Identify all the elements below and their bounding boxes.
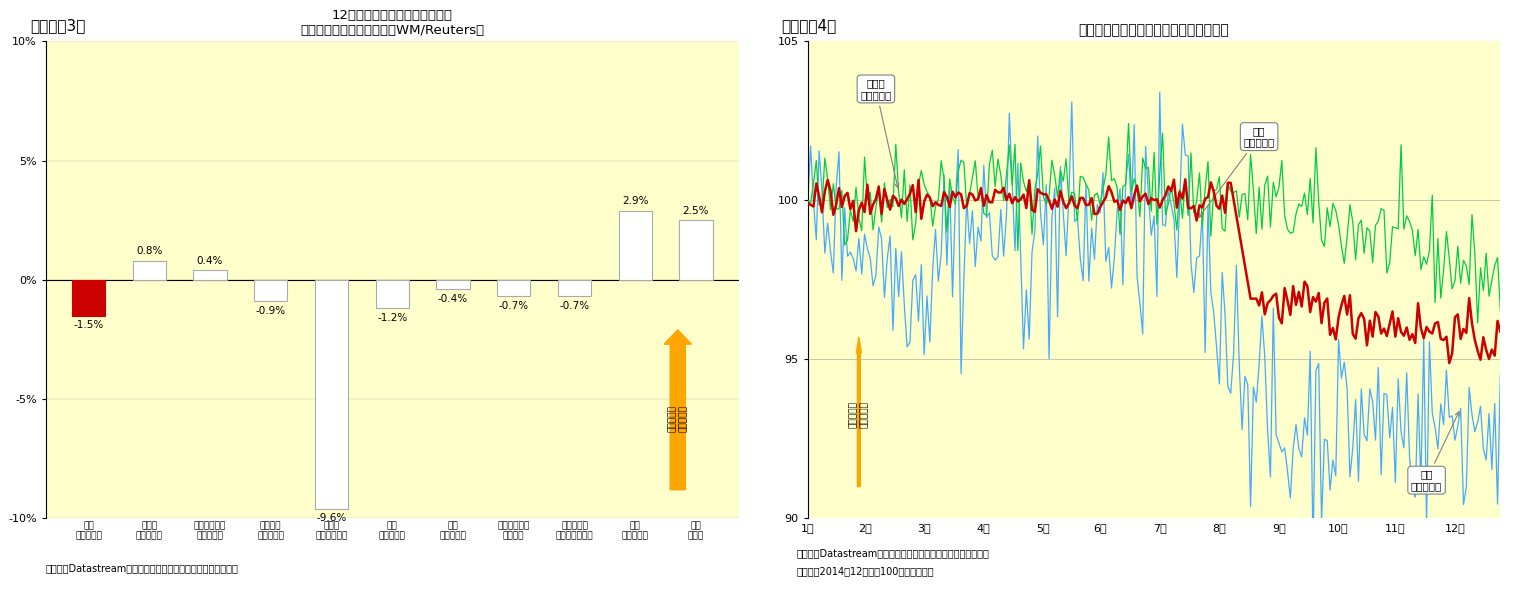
Bar — [375, 280, 409, 309]
Text: 韓国
（ウォン）: 韓国 （ウォン） — [1412, 412, 1459, 491]
Bar — [72, 280, 106, 316]
Text: 2.9%: 2.9% — [622, 196, 649, 206]
FancyArrow shape — [664, 330, 692, 489]
Text: （資料）Datastreamのデータを元にニッセイ基礎研究所で作成: （資料）Datastreamのデータを元にニッセイ基礎研究所で作成 — [796, 548, 989, 558]
Text: インド
（ルピー）: インド （ルピー） — [860, 78, 899, 188]
Bar — [680, 220, 713, 280]
Bar — [133, 261, 165, 280]
Text: （図表－4）: （図表－4） — [781, 18, 836, 32]
Text: （図表－3）: （図表－3） — [31, 18, 86, 32]
Bar — [193, 270, 227, 280]
Text: -0.7%: -0.7% — [559, 301, 589, 311]
Bar — [619, 211, 652, 280]
Text: 2.5%: 2.5% — [683, 206, 709, 216]
FancyArrow shape — [856, 337, 862, 487]
Text: -9.6%: -9.6% — [317, 513, 346, 523]
Text: -0.4%: -0.4% — [438, 293, 468, 303]
Text: 自国通貨高
（ドル安）: 自国通貨高 （ドル安） — [850, 402, 868, 428]
Bar — [498, 280, 530, 296]
Text: 0.4%: 0.4% — [197, 256, 224, 266]
Text: 中国
（人民元）: 中国 （人民元） — [1199, 126, 1275, 217]
Text: （注）　2014年12月末＝100として指数化: （注） 2014年12月末＝100として指数化 — [796, 566, 934, 576]
Bar — [254, 280, 288, 301]
Text: -0.9%: -0.9% — [256, 306, 286, 316]
Title: 12月の主要新興国通貨の変化率
（対米国ドル、前月末比、WM/Reuters）: 12月の主要新興国通貨の変化率 （対米国ドル、前月末比、WM/Reuters） — [300, 9, 484, 37]
Title: アジア新興国通貨（対米国ドル）の推移: アジア新興国通貨（対米国ドル）の推移 — [1079, 24, 1229, 37]
Bar — [557, 280, 591, 296]
Text: -0.7%: -0.7% — [499, 301, 528, 311]
Text: -1.5%: -1.5% — [73, 320, 104, 330]
Text: 0.8%: 0.8% — [136, 246, 162, 256]
Text: -1.2%: -1.2% — [377, 313, 407, 323]
Text: 自国通貨高
（ドル安）: 自国通貨高 （ドル安） — [668, 405, 687, 432]
Text: （資料）Datastreamのデータを元にニッセイ基礎研究所で作成: （資料）Datastreamのデータを元にニッセイ基礎研究所で作成 — [46, 563, 239, 573]
Bar — [315, 280, 348, 509]
Bar — [436, 280, 470, 289]
